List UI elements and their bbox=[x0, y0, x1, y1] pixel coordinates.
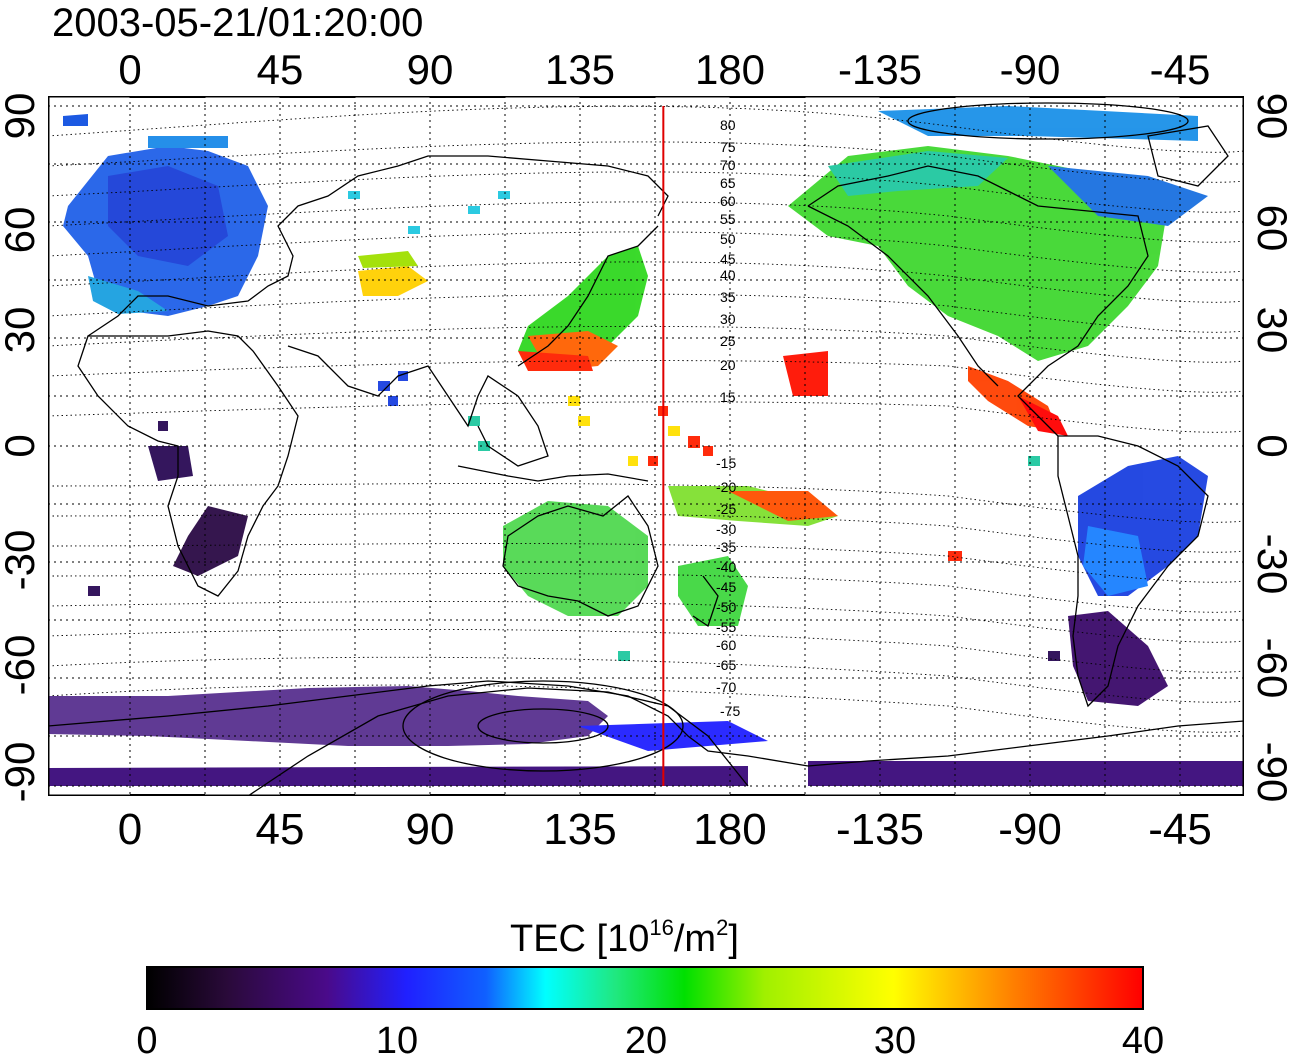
bottom-tick-label: 180 bbox=[693, 805, 767, 854]
contour-label: -50 bbox=[716, 599, 736, 615]
contour-label: -70 bbox=[716, 679, 736, 695]
contour-label: -15 bbox=[716, 455, 736, 471]
tec-map-svg: 80 75 70 65 60 55 50 45 40 35 30 25 20 1… bbox=[47, 92, 1245, 800]
left-tick-label: -30 bbox=[0, 529, 43, 591]
contour-label: -30 bbox=[716, 521, 736, 537]
contour-label: -75 bbox=[720, 703, 740, 719]
contour-label: 75 bbox=[720, 139, 736, 155]
bottom-tick-label: -135 bbox=[835, 805, 925, 854]
tec-map: 80 75 70 65 60 55 50 45 40 35 30 25 20 1… bbox=[47, 92, 1245, 800]
left-tick-label: 0 bbox=[0, 434, 43, 458]
top-tick-label: -90 bbox=[999, 46, 1061, 93]
colorbar-tick-label: 20 bbox=[624, 1020, 668, 1062]
contour-label: 55 bbox=[720, 211, 736, 227]
contour-label: 60 bbox=[720, 193, 736, 209]
top-tick-label: 90 bbox=[406, 46, 454, 93]
contour-label: 70 bbox=[720, 157, 736, 173]
bottom-tick-label: 90 bbox=[405, 805, 455, 854]
left-tick-label: -60 bbox=[0, 634, 43, 696]
right-tick-label: 0 bbox=[1249, 434, 1292, 458]
bottom-tick-label: 45 bbox=[255, 805, 305, 854]
top-tick-label: 135 bbox=[544, 46, 616, 93]
contour-label: -55 bbox=[716, 619, 736, 635]
tec-data-layer bbox=[48, 106, 1244, 786]
contour-label: 15 bbox=[720, 389, 736, 405]
graticule bbox=[48, 96, 1244, 796]
top-tick-label: 180 bbox=[694, 46, 766, 93]
contour-label: -65 bbox=[716, 657, 736, 673]
left-tick-label: 60 bbox=[0, 206, 43, 254]
contour-label: -25 bbox=[716, 501, 736, 517]
bottom-tick-label: -90 bbox=[998, 805, 1062, 854]
colorbar-tick-label: 10 bbox=[375, 1020, 419, 1062]
colorbar-title: TEC [1016/m2] bbox=[510, 915, 739, 960]
contour-labels: 80 75 70 65 60 55 50 45 40 35 30 25 20 1… bbox=[716, 117, 740, 719]
left-tick-label: -90 bbox=[0, 741, 43, 803]
contour-label: 35 bbox=[720, 289, 736, 305]
right-tick-label: 60 bbox=[1249, 204, 1292, 252]
contour-label: -40 bbox=[716, 559, 736, 575]
contour-label: 80 bbox=[720, 117, 736, 133]
contour-label: -60 bbox=[716, 637, 736, 653]
contour-label: 50 bbox=[720, 231, 736, 247]
contour-label: 65 bbox=[720, 175, 736, 191]
map-timestamp: 2003-05-21/01:20:00 bbox=[52, 1, 424, 45]
top-tick-label: 0 bbox=[118, 46, 142, 93]
colorbar-tick-label: 40 bbox=[1121, 1020, 1165, 1062]
contour-label: -20 bbox=[716, 479, 736, 495]
polar-contours bbox=[402, 102, 1189, 772]
right-tick-label: -60 bbox=[1249, 637, 1292, 699]
left-tick-label: 90 bbox=[0, 92, 43, 140]
contour-label: -35 bbox=[716, 539, 736, 555]
contour-label: 20 bbox=[720, 357, 736, 373]
right-tick-label: 30 bbox=[1249, 306, 1292, 354]
contour-label: 30 bbox=[720, 311, 736, 327]
contour-label: 40 bbox=[720, 267, 736, 283]
bottom-tick-label: 135 bbox=[543, 805, 617, 854]
contour-label: 45 bbox=[720, 251, 736, 267]
contour-label: -45 bbox=[716, 579, 736, 595]
magnetic-contours bbox=[48, 105, 1244, 733]
contour-label: 25 bbox=[720, 333, 736, 349]
bottom-tick-label: -45 bbox=[1148, 805, 1212, 854]
top-tick-label: -45 bbox=[1149, 46, 1211, 93]
top-tick-label: -135 bbox=[837, 46, 923, 93]
right-tick-label: -90 bbox=[1249, 741, 1292, 803]
colorbar-tick-label: 0 bbox=[136, 1020, 158, 1062]
bottom-tick-label: 0 bbox=[117, 805, 143, 854]
top-tick-label: 45 bbox=[256, 46, 304, 93]
coastlines bbox=[48, 125, 1244, 796]
left-tick-label: 30 bbox=[0, 306, 43, 354]
colorbar-tick-label: 30 bbox=[873, 1020, 917, 1062]
colorbar bbox=[146, 966, 1144, 1010]
right-tick-label: -30 bbox=[1249, 533, 1292, 595]
right-tick-label: 90 bbox=[1249, 92, 1292, 140]
